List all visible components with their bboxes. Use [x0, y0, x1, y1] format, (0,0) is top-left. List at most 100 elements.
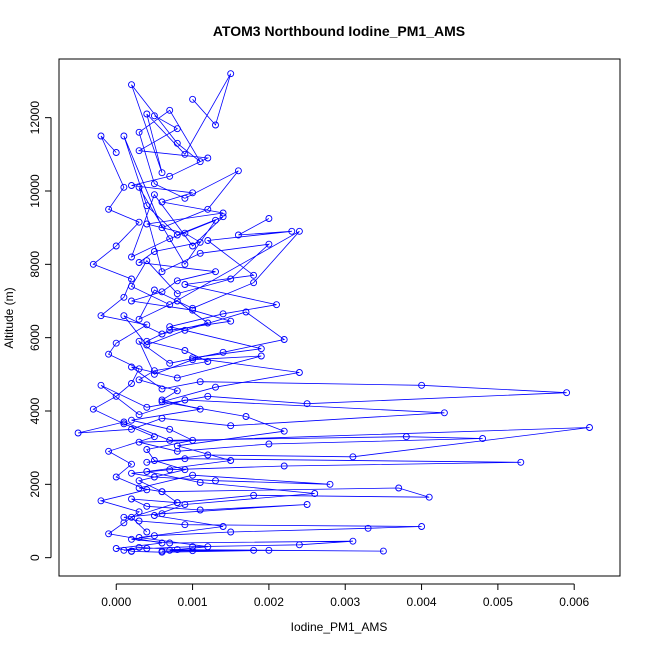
data-point: [143, 403, 151, 411]
x-tick-label: 0.003: [330, 595, 360, 609]
data-point: [189, 436, 197, 444]
data-point: [219, 209, 227, 217]
data-point: [173, 297, 181, 305]
data-point: [273, 301, 280, 309]
data-point: [265, 546, 273, 554]
data-point: [128, 460, 135, 468]
data-point: [189, 356, 197, 364]
data-point: [74, 429, 82, 437]
data-point: [120, 293, 128, 301]
data-point: [143, 341, 151, 349]
data-point: [128, 513, 135, 521]
data-point: [150, 512, 158, 519]
data-point: [402, 433, 410, 441]
data-point: [166, 436, 174, 444]
x-tick-label: 0.004: [407, 595, 437, 609]
data-point: [135, 315, 143, 323]
data-point: [227, 317, 235, 325]
y-tick-label: 6000: [28, 324, 42, 351]
data-point: [303, 400, 311, 408]
data-point: [128, 275, 135, 283]
data-point: [166, 539, 174, 547]
data-point: [204, 154, 212, 162]
data-point: [135, 543, 143, 551]
data-point: [219, 213, 227, 221]
data-point: [303, 501, 311, 508]
data-point: [295, 227, 303, 235]
data-point: [440, 409, 448, 417]
data-point: [189, 95, 197, 103]
data-point: [479, 435, 487, 442]
data-point: [158, 547, 166, 555]
data-point: [135, 477, 143, 485]
data-point: [189, 471, 197, 479]
data-point: [250, 271, 258, 279]
data-point: [173, 277, 181, 285]
data-point: [150, 180, 158, 188]
series-line-4: [139, 218, 315, 552]
data-point: [150, 457, 158, 464]
data-point: [166, 323, 174, 331]
data-point: [288, 227, 296, 235]
data-point: [517, 458, 525, 466]
data-point: [280, 462, 288, 470]
series-line-1: [78, 73, 590, 553]
data-point: [166, 425, 174, 433]
data-point: [189, 189, 197, 197]
data-point: [97, 497, 105, 505]
data-point: [112, 392, 120, 400]
data-point: [105, 447, 113, 455]
data-point: [395, 484, 403, 492]
data-point: [158, 330, 166, 338]
x-tick-label: 0.006: [559, 595, 589, 609]
x-tick-label: 0.005: [483, 595, 513, 609]
y-tick-label: 12000: [28, 101, 42, 135]
series-line-3: [92, 135, 163, 552]
data-point: [166, 235, 174, 243]
data-point: [234, 167, 242, 175]
data-point: [158, 488, 166, 496]
data-point: [120, 132, 128, 140]
data-point: [295, 541, 303, 549]
data-point: [135, 128, 143, 136]
data-point: [143, 458, 151, 466]
data-point: [181, 229, 189, 237]
y-tick-label: 8000: [28, 251, 42, 278]
data-point: [326, 480, 334, 488]
data-point: [173, 231, 181, 239]
data-point: [97, 381, 105, 389]
data-point: [196, 249, 204, 257]
data-point: [219, 523, 227, 530]
x-tick-label: 0.002: [254, 595, 284, 609]
data-point: [158, 539, 166, 547]
data-point: [143, 502, 151, 510]
data-point: [128, 182, 135, 189]
data-point: [166, 172, 174, 180]
data-point: [349, 453, 357, 461]
data-point: [150, 286, 158, 294]
x-axis: 0.000 0.001 0.002 0.003 0.004 0.005 0.006: [101, 583, 590, 609]
chart-title: ATOM3 Northbound Iodine_PM1_AMS: [213, 23, 465, 39]
data-point: [143, 486, 151, 494]
data-point: [204, 237, 212, 244]
data-point: [150, 248, 158, 255]
data-point: [128, 469, 135, 477]
x-tick-label: 0.001: [178, 595, 208, 609]
data-point: [173, 139, 181, 147]
data-point: [173, 442, 181, 450]
data-point: [105, 530, 113, 538]
data-point: [89, 260, 97, 268]
data-point: [311, 490, 319, 497]
data-point: [128, 425, 135, 433]
data-point: [135, 534, 143, 541]
data-point: [563, 389, 571, 397]
data-point: [143, 321, 151, 329]
data-point: [418, 523, 426, 530]
data-point: [158, 224, 166, 232]
data-point: [181, 501, 189, 508]
y-tick-label: 4000: [28, 397, 42, 424]
data-point: [158, 198, 166, 206]
data-point: [135, 517, 143, 525]
data-point: [143, 202, 151, 210]
